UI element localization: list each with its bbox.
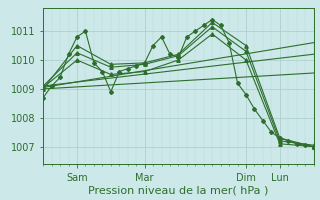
X-axis label: Pression niveau de la mer( hPa ): Pression niveau de la mer( hPa ) (88, 186, 268, 196)
